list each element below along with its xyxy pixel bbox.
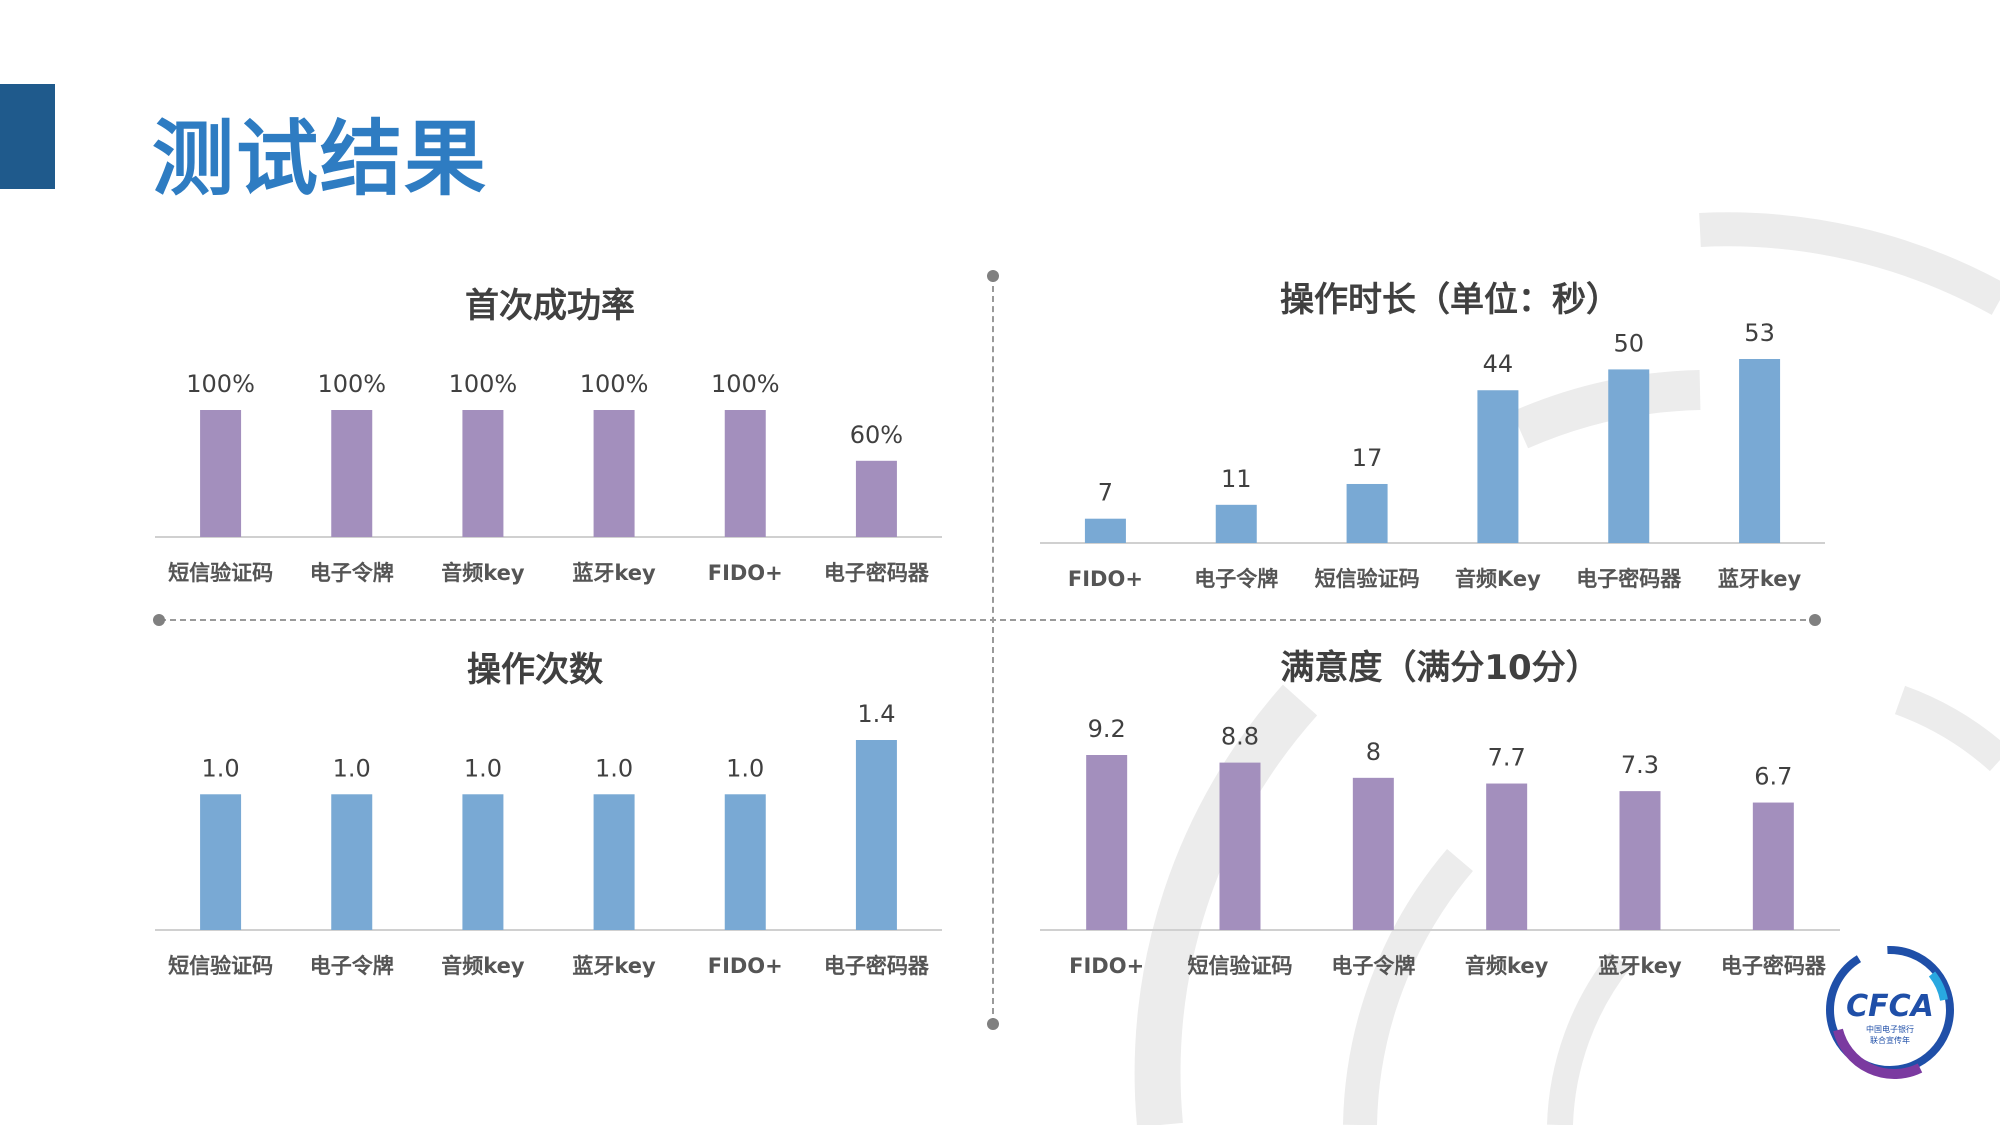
chart-3-value-label: 6.7	[1754, 763, 1792, 791]
chart-0-category-label: FIDO+	[708, 561, 783, 585]
chart-1-bar	[1739, 359, 1781, 543]
logo-text: CFCA	[1846, 989, 1934, 1024]
chart-2-bar	[200, 794, 242, 930]
chart-3-bar	[1619, 791, 1661, 930]
cfca-logo: CFCA 中国电子银行 联合宣传年	[1826, 946, 1954, 1079]
chart-1-category-label: 蓝牙key	[1718, 567, 1802, 591]
chart-0-value-label: 100%	[449, 370, 518, 398]
chart-1-bar	[1477, 390, 1519, 543]
chart-2-bar	[855, 740, 897, 930]
chart-0-category-label: 电子密码器	[824, 561, 930, 585]
divider-dot-top	[987, 270, 999, 282]
chart-1-bar	[1215, 504, 1257, 543]
title-accent-bar	[0, 84, 55, 189]
chart-2-value-label: 1.0	[201, 754, 239, 782]
chart-2-value-label: 1.4	[857, 700, 895, 728]
divider-dot-bottom	[987, 1018, 999, 1030]
chart-0-bar	[462, 410, 504, 537]
chart-1-value-label: 17	[1352, 444, 1383, 472]
chart-0-value-label: 60%	[850, 421, 903, 449]
chart-3-bar	[1486, 783, 1528, 930]
chart-1-bar	[1608, 369, 1650, 543]
page-title: 测试结果	[152, 112, 489, 207]
vertical-divider	[992, 276, 994, 1024]
chart-3-bar	[1219, 762, 1261, 930]
chart-1-category-label: 电子令牌	[1194, 567, 1278, 591]
chart-2-bar	[724, 794, 766, 930]
chart-1-category-label: 电子密码器	[1576, 567, 1682, 591]
divider-dot-right	[1809, 614, 1821, 626]
chart-1-category-label: FIDO+	[1068, 567, 1143, 591]
chart-3-category-label: 电子密码器	[1721, 954, 1827, 978]
chart-0-bar	[855, 460, 897, 537]
chart-2-bar	[593, 794, 635, 930]
chart-1-value-label: 11	[1221, 465, 1252, 493]
chart-1-value-label: 7	[1098, 479, 1113, 507]
chart-2-value-label: 1.0	[464, 754, 502, 782]
chart-title-duration: 操作时长（单位：秒）	[1280, 280, 1620, 320]
chart-2-category-label: 蓝牙key	[572, 954, 656, 978]
chart-0-value-label: 100%	[711, 370, 780, 398]
chart-title-satisfaction: 满意度（满分10分）	[1280, 648, 1600, 688]
chart-2-category-label: 短信验证码	[168, 954, 273, 978]
chart-2-value-label: 1.0	[595, 754, 633, 782]
divider-dot-left	[153, 614, 165, 626]
chart-0-category-label: 音频key	[441, 561, 525, 585]
chart-3-value-label: 7.3	[1621, 751, 1659, 779]
chart-1-bar	[1346, 483, 1388, 543]
chart-0-value-label: 100%	[317, 370, 386, 398]
chart-1-bar	[1084, 518, 1126, 543]
chart-3-category-label: FIDO+	[1069, 954, 1144, 978]
chart-3-category-label: 蓝牙key	[1598, 954, 1682, 978]
chart-0-category-label: 蓝牙key	[572, 561, 656, 585]
chart-0-category-label: 电子令牌	[310, 561, 394, 585]
horizontal-divider	[160, 619, 1816, 621]
chart-3-value-label: 8.8	[1221, 723, 1259, 751]
chart-1-value-label: 53	[1744, 319, 1775, 347]
chart-2-category-label: 电子令牌	[310, 954, 394, 978]
chart-0-bar	[331, 410, 373, 537]
logo-subtext-2: 联合宣传年	[1870, 1035, 1910, 1045]
chart-2-category-label: FIDO+	[708, 954, 783, 978]
chart-2-category-label: 电子密码器	[824, 954, 930, 978]
chart-1-value-label: 50	[1613, 329, 1644, 357]
chart-0-bar	[200, 410, 242, 537]
chart-0-category-label: 短信验证码	[168, 561, 273, 585]
chart-1-value-label: 44	[1483, 350, 1514, 378]
chart-title-operation-count: 操作次数	[467, 650, 603, 690]
chart-3-category-label: 电子令牌	[1331, 954, 1415, 978]
chart-0-value-label: 100%	[186, 370, 255, 398]
logo-subtext-1: 中国电子银行	[1866, 1024, 1914, 1034]
chart-3-bar	[1752, 802, 1794, 930]
chart-3-bar	[1352, 777, 1394, 930]
chart-0-bar	[724, 410, 766, 537]
chart-3-value-label: 7.7	[1488, 744, 1526, 772]
chart-2-bar	[462, 794, 504, 930]
chart-3-value-label: 8	[1366, 738, 1381, 766]
chart-3-bar	[1086, 755, 1128, 930]
chart-3-category-label: 音频key	[1465, 954, 1549, 978]
chart-2-category-label: 音频key	[441, 954, 525, 978]
chart-title-success-rate: 首次成功率	[465, 286, 635, 326]
chart-2-bar	[331, 794, 373, 930]
chart-2-value-label: 1.0	[333, 754, 371, 782]
chart-0-bar	[593, 410, 635, 537]
chart-3-value-label: 9.2	[1088, 715, 1126, 743]
chart-1-category-label: 短信验证码	[1315, 567, 1420, 591]
chart-0-value-label: 100%	[580, 370, 649, 398]
chart-2-value-label: 1.0	[726, 754, 764, 782]
chart-3-category-label: 短信验证码	[1188, 954, 1293, 978]
chart-1-category-label: 音频Key	[1455, 567, 1541, 591]
